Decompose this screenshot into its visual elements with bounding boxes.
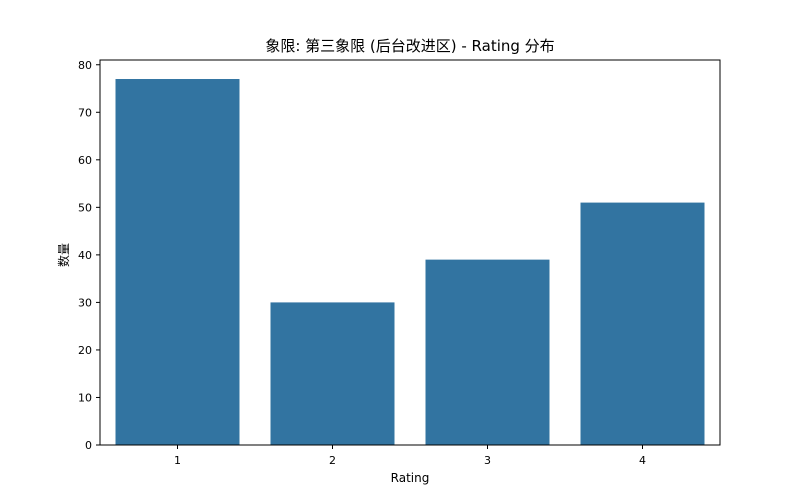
bar-2 bbox=[270, 302, 395, 445]
y-tick-label-60: 60 bbox=[78, 154, 92, 167]
x-tick-label-3: 3 bbox=[484, 454, 491, 467]
bar-4 bbox=[580, 202, 705, 445]
y-axis-ticks: 0 10 20 30 40 50 60 70 80 bbox=[78, 59, 100, 452]
y-tick-label-30: 30 bbox=[78, 296, 92, 309]
y-tick-label-80: 80 bbox=[78, 59, 92, 72]
bar-1 bbox=[115, 79, 240, 446]
y-tick-label-20: 20 bbox=[78, 344, 92, 357]
x-tick-label-1: 1 bbox=[174, 454, 181, 467]
x-axis-label: Rating bbox=[391, 471, 430, 485]
x-axis-ticks: 1 2 3 4 bbox=[174, 445, 646, 467]
y-tick-label-50: 50 bbox=[78, 201, 92, 214]
y-axis-label: 数量 bbox=[56, 243, 71, 267]
x-tick-label-2: 2 bbox=[329, 454, 336, 467]
plot-frame bbox=[99, 59, 721, 446]
y-tick-label-40: 40 bbox=[78, 249, 92, 262]
bars-group bbox=[115, 79, 705, 446]
bar-3 bbox=[425, 259, 550, 445]
y-tick-label-0: 0 bbox=[85, 439, 92, 452]
y-tick-label-10: 10 bbox=[78, 391, 92, 404]
y-tick-label-70: 70 bbox=[78, 106, 92, 119]
x-tick-label-4: 4 bbox=[639, 454, 646, 467]
chart-title: 象限: 第三象限 (后台改进区) - Rating 分布 bbox=[265, 37, 554, 55]
